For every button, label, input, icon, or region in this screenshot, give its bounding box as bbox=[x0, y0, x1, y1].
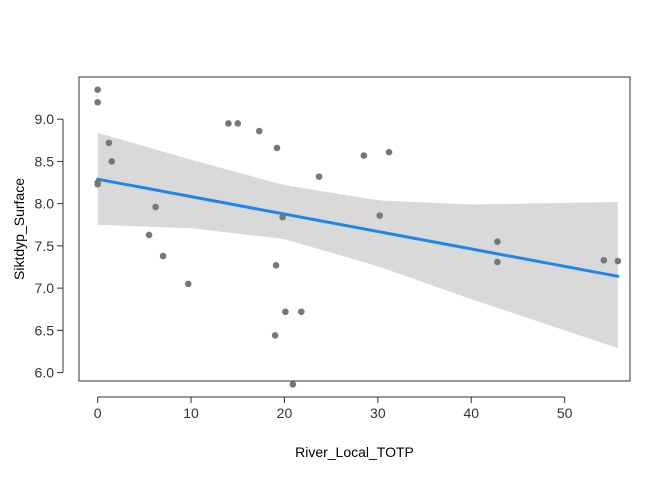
data-point bbox=[315, 173, 323, 180]
data-point bbox=[273, 144, 281, 152]
data-point bbox=[385, 148, 393, 156]
data-point bbox=[272, 262, 280, 269]
data-point bbox=[94, 99, 101, 106]
y-tick-label: 6.5 bbox=[35, 322, 55, 338]
data-point bbox=[271, 332, 279, 339]
data-point bbox=[614, 257, 622, 265]
y-tick-label: 7.5 bbox=[35, 238, 55, 254]
data-point bbox=[184, 280, 192, 288]
y-tick-label: 9.0 bbox=[35, 111, 55, 127]
data-points-layer bbox=[94, 86, 622, 388]
data-point bbox=[297, 308, 305, 316]
x-tick-label: 40 bbox=[463, 405, 479, 421]
data-point bbox=[94, 86, 101, 93]
data-point bbox=[360, 152, 368, 159]
y-tick-label: 8.0 bbox=[35, 196, 55, 212]
data-point bbox=[494, 258, 501, 266]
data-point bbox=[152, 203, 159, 211]
data-point bbox=[94, 180, 101, 188]
x-tick-label: 20 bbox=[277, 405, 293, 421]
data-point bbox=[282, 308, 289, 316]
panel-border bbox=[78, 76, 631, 382]
fit-line-layer bbox=[96, 177, 620, 278]
data-point bbox=[145, 231, 153, 239]
data-point bbox=[225, 120, 232, 127]
data-point bbox=[105, 139, 113, 147]
data-point bbox=[376, 212, 384, 219]
x-tick-label: 30 bbox=[370, 405, 386, 421]
regression-line bbox=[96, 177, 620, 278]
data-point bbox=[600, 256, 608, 264]
x-tick-label: 50 bbox=[557, 405, 573, 421]
x-axis: 0 10 20 30 40 50 bbox=[94, 396, 573, 421]
x-tick-label: 0 bbox=[94, 405, 102, 421]
y-axis: 6.0 6.5 7.0 7.5 8.0 8.5 9.0 bbox=[35, 111, 64, 381]
data-point bbox=[159, 252, 167, 260]
x-axis-title: River_Local_TOTP bbox=[295, 444, 414, 460]
y-tick-label: 6.0 bbox=[35, 365, 55, 381]
confidence-band bbox=[97, 132, 618, 349]
y-axis-title: Siktdyp_Surface bbox=[11, 178, 27, 280]
y-tick-label: 8.5 bbox=[35, 153, 55, 169]
confidence-band-layer bbox=[97, 132, 618, 349]
data-point bbox=[289, 381, 297, 388]
data-point bbox=[255, 127, 263, 135]
y-tick-label: 7.0 bbox=[35, 280, 55, 296]
data-point bbox=[108, 158, 115, 165]
data-point bbox=[494, 238, 501, 245]
data-point bbox=[279, 213, 286, 221]
x-tick-label: 10 bbox=[183, 405, 199, 421]
data-point bbox=[234, 120, 242, 127]
